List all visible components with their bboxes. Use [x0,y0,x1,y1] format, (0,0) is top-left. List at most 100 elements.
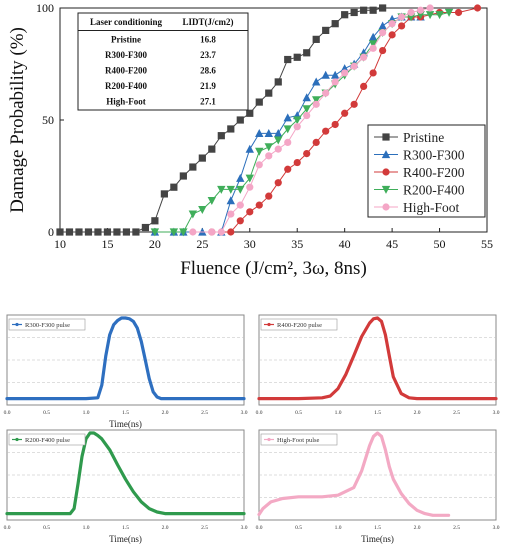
x-axis-label: Fluence (J/cm², 3ω, 8ns) [180,258,367,279]
pulse-x-tick-label: 2.5 [201,525,208,531]
lidt-table-cell-lidt: 27.1 [200,97,216,107]
point-pristine [198,154,206,162]
pulse-legend: R300-F300 pulse [8,318,86,331]
legend-label-r300-f300: R300-F300 [403,148,465,163]
point-high-foot [303,111,311,120]
legend: Pristine R300-F300 R400-F200 R200-F400 High-… [367,124,486,218]
point-pristine [122,228,131,236]
point-r300-f300 [321,70,330,79]
point-pristine [312,35,320,43]
pulse-legend-marker [267,322,271,327]
point-high-foot [265,152,273,160]
point-r400-f200 [303,150,311,158]
point-high-foot [341,69,349,77]
point-r200-f400 [274,136,283,145]
pulse-x-tick-label: 1.0 [83,410,90,416]
pulse-x-tick-label: 1.0 [83,525,90,531]
pulse-chart-high-foot: 0.0 0.5 1.0 1.5 2.0 2.5 3.0 Time(ns) High-Foot p… [256,429,500,544]
pulse-legend: R400-F200 pulse [260,318,338,331]
point-high-foot [284,138,292,146]
pulse-legend-label: R200-F400 pulse [25,437,70,444]
point-pristine [208,145,216,153]
point-r200-f400 [169,228,179,237]
lidt-table-cell-condition: R200-F400 [105,81,147,91]
point-r300-f300 [330,70,340,79]
point-pristine [227,125,235,133]
lidt-table: Laser conditioning LIDT(J/cm2) Pristine 16.… [77,12,249,111]
point-r300-f300 [236,173,245,182]
point-r200-f400 [293,116,302,125]
pulse-x-tick-label: 0.0 [4,525,11,531]
point-r400-f200 [265,192,273,200]
point-high-foot [407,8,415,17]
point-r200-f400 [217,185,226,194]
point-pristine [331,20,339,28]
point-high-foot [208,228,216,236]
point-high-foot [274,145,282,153]
point-pristine [56,228,64,236]
point-r200-f400 [302,105,311,114]
pulse-legend-frame [8,433,86,446]
pulse-x-tick-label: 2.5 [201,410,208,416]
point-high-foot [426,4,434,12]
point-r400-f200 [398,22,406,30]
pulse-legend-label: R400-F200 pulse [277,322,322,329]
x-tick-label-25: 25 [196,237,208,251]
point-r400-f200 [454,8,463,17]
point-r300-f300 [283,113,292,122]
point-r200-f400 [150,228,160,237]
x-tick-label-55: 55 [481,237,493,251]
point-pristine [246,109,254,117]
point-high-foot [360,53,368,61]
point-pristine [189,163,197,171]
point-r400-f200 [360,82,368,90]
point-high-foot [255,161,263,169]
pulse-x-tick-label: 2.0 [414,410,421,416]
point-r200-f400 [188,210,198,219]
point-r200-f400 [179,228,188,237]
point-pristine [84,228,93,236]
point-r400-f200 [473,4,482,12]
pulse-x-tick-label: 0.5 [295,410,302,416]
point-pristine [103,228,112,236]
point-pristine [265,89,273,97]
pulse-x-tick-label: 0.0 [256,525,263,531]
legend-marker-pristine [382,133,390,141]
point-r400-f200 [379,46,387,55]
x-tick-label-35: 35 [291,237,303,251]
pulse-legend-marker [15,437,19,442]
point-pristine [341,11,349,19]
legend-marker-high-foot [382,203,390,211]
point-pristine [75,228,83,236]
x-tick-label-20: 20 [149,237,161,251]
point-high-foot [189,228,197,236]
point-high-foot [227,210,235,218]
point-high-foot [312,100,320,108]
point-pristine [303,49,311,57]
point-r400-f200 [350,100,358,108]
point-r400-f200 [388,31,396,39]
legend-marker-r400-f200 [382,168,390,176]
point-high-foot [217,228,225,236]
pulse-legend-frame [260,433,338,446]
x-tick-label-40: 40 [339,237,351,251]
pulse-x-tick-label: 2.0 [414,525,421,531]
point-pristine [274,78,282,86]
pulse-x-tick-label: 0.5 [295,525,302,531]
point-r400-f200 [331,120,339,129]
pulse-curve-r300-f300-pulse [5,316,246,401]
lidt-table-cell-lidt: 28.6 [200,66,216,76]
pulse-curve-r200-f400-pulse [5,431,246,516]
point-r300-f300 [245,144,254,153]
pulse-x-tick-label: 3.0 [241,525,248,531]
point-r300-f300 [312,77,321,86]
pulse-x-tick-label: 3.0 [493,410,500,416]
legend-marker-r200-f400 [381,185,391,194]
series-r400-f200 [208,4,482,236]
pulse-legend: High-Foot pulse [260,433,338,446]
point-pristine [65,228,74,236]
point-r200-f400 [245,174,254,183]
pulse-x-tick-label: 1.0 [335,410,342,416]
point-r300-f300 [226,196,235,205]
x-tick-label-50: 50 [434,237,446,251]
